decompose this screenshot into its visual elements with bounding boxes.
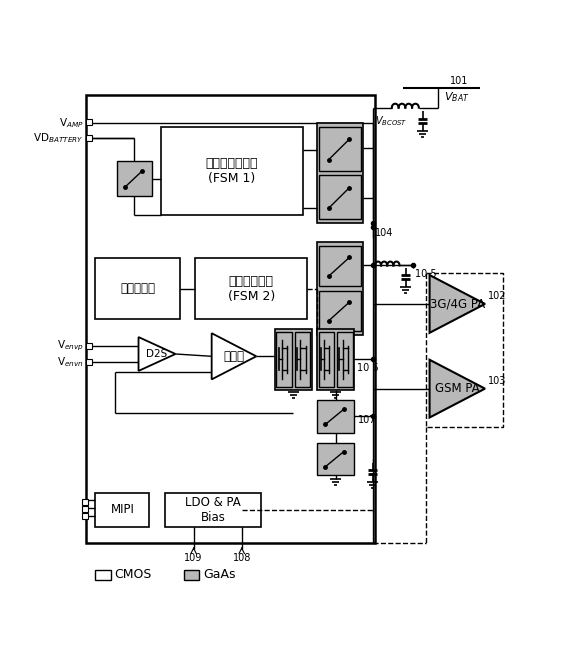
Polygon shape	[430, 360, 485, 417]
Polygon shape	[138, 337, 175, 371]
Bar	[95, 258, 180, 319]
Text: GSM PA: GSM PA	[435, 382, 480, 395]
Text: 3G/4G PA: 3G/4G PA	[430, 298, 485, 310]
Bar	[317, 401, 354, 433]
Text: 107: 107	[358, 415, 376, 425]
Text: 108: 108	[232, 554, 251, 563]
Text: GaAs: GaAs	[203, 569, 236, 581]
Bar	[86, 343, 92, 349]
Bar	[117, 161, 151, 196]
Bar	[82, 513, 88, 519]
Bar	[319, 246, 361, 286]
Bar	[317, 243, 363, 335]
Bar	[86, 95, 375, 543]
Bar	[86, 134, 92, 140]
Bar	[86, 359, 92, 365]
Text: 升降压控制模块
(FSM 1): 升降压控制模块 (FSM 1)	[206, 157, 259, 185]
Text: 109: 109	[184, 554, 203, 563]
Text: 101: 101	[450, 76, 468, 86]
Bar	[82, 506, 88, 512]
Text: 10 5: 10 5	[415, 269, 437, 280]
Bar	[275, 329, 312, 390]
Bar	[196, 258, 307, 319]
Bar	[164, 493, 261, 528]
Bar	[82, 499, 88, 505]
Bar	[319, 332, 334, 387]
Text: V$_{AMP}$: V$_{AMP}$	[59, 116, 84, 130]
Bar	[276, 332, 292, 387]
Text: V$_{envp}$: V$_{envp}$	[57, 339, 84, 353]
Bar	[95, 493, 149, 528]
Bar	[317, 443, 354, 475]
Text: VD$_{BATTERY}$: VD$_{BATTERY}$	[33, 132, 84, 145]
Text: V$_{BCOST}$: V$_{BCOST}$	[375, 114, 408, 128]
Text: D2S: D2S	[146, 349, 168, 359]
Bar	[319, 127, 361, 171]
Bar	[426, 273, 503, 427]
Text: 104: 104	[375, 228, 393, 239]
Bar	[95, 570, 111, 581]
Bar	[319, 175, 361, 219]
Text: V$_{BAT}$: V$_{BAT}$	[445, 91, 470, 104]
Text: 时钟发生器: 时钟发生器	[120, 282, 155, 295]
Bar	[319, 291, 361, 331]
Bar	[86, 119, 92, 125]
Bar	[184, 570, 200, 581]
Text: CMOS: CMOS	[115, 569, 152, 581]
Text: 103: 103	[488, 376, 506, 386]
Text: 降压控制模块
(FSM 2): 降压控制模块 (FSM 2)	[228, 275, 275, 302]
Text: 驱动器: 驱动器	[223, 350, 244, 363]
Text: 10 6: 10 6	[357, 364, 379, 373]
Bar	[317, 123, 363, 223]
Polygon shape	[211, 333, 256, 380]
Text: LDO & PA
Bias: LDO & PA Bias	[185, 496, 241, 524]
Bar	[161, 127, 303, 216]
Text: 102: 102	[488, 291, 506, 301]
Text: V$_{envn}$: V$_{envn}$	[57, 355, 84, 368]
Polygon shape	[430, 275, 485, 333]
Bar	[295, 332, 310, 387]
Text: MIPI: MIPI	[111, 503, 134, 516]
Bar	[337, 332, 353, 387]
Bar	[317, 329, 354, 390]
